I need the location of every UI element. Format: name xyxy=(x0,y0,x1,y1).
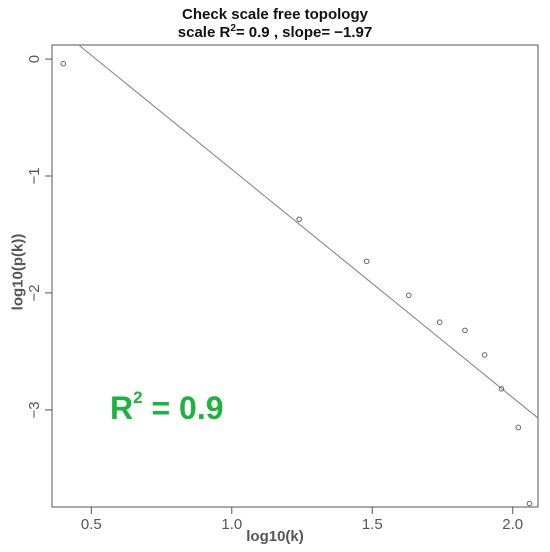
y-axis-label: log10(p(k)) xyxy=(9,233,27,311)
y-tick-label: 0 xyxy=(26,55,43,63)
data-point xyxy=(436,319,443,326)
data-point xyxy=(296,216,303,223)
y-tick-label: −1 xyxy=(26,167,43,184)
subtitle-prefix: scale R xyxy=(177,24,231,41)
x-axis-label: log10(k) xyxy=(246,528,304,545)
data-point xyxy=(526,500,533,507)
chart-subtitle: scale R2= 0.9 , slope= −1.97 xyxy=(0,23,550,41)
annotation-superscript: 2 xyxy=(133,388,143,407)
x-tick-label: 2.0 xyxy=(502,516,523,533)
data-point xyxy=(60,60,67,67)
data-point xyxy=(363,258,370,265)
x-tick-label: 1.5 xyxy=(362,516,383,533)
chart-title: Check scale free topology xyxy=(182,6,368,23)
x-tick-label: 1.0 xyxy=(221,516,242,533)
plot-frame xyxy=(51,44,539,508)
data-point xyxy=(515,424,522,431)
data-point xyxy=(481,352,488,358)
y-tick-label: −3 xyxy=(26,401,43,418)
data-point xyxy=(405,292,412,299)
y-tick-label: −2 xyxy=(26,284,43,301)
annotation-base: R xyxy=(110,390,134,426)
fit-line xyxy=(78,44,539,419)
subtitle-suffix: = 0.9 , slope= −1.97 xyxy=(235,24,373,41)
data-point xyxy=(462,327,468,334)
x-tick-label: 0.5 xyxy=(81,516,102,533)
subtitle-superscript: 2 xyxy=(230,23,236,34)
r-squared-annotation: R2 = 0.9 xyxy=(110,388,224,427)
annotation-value: = 0.9 xyxy=(142,390,224,426)
data-point xyxy=(498,386,505,392)
